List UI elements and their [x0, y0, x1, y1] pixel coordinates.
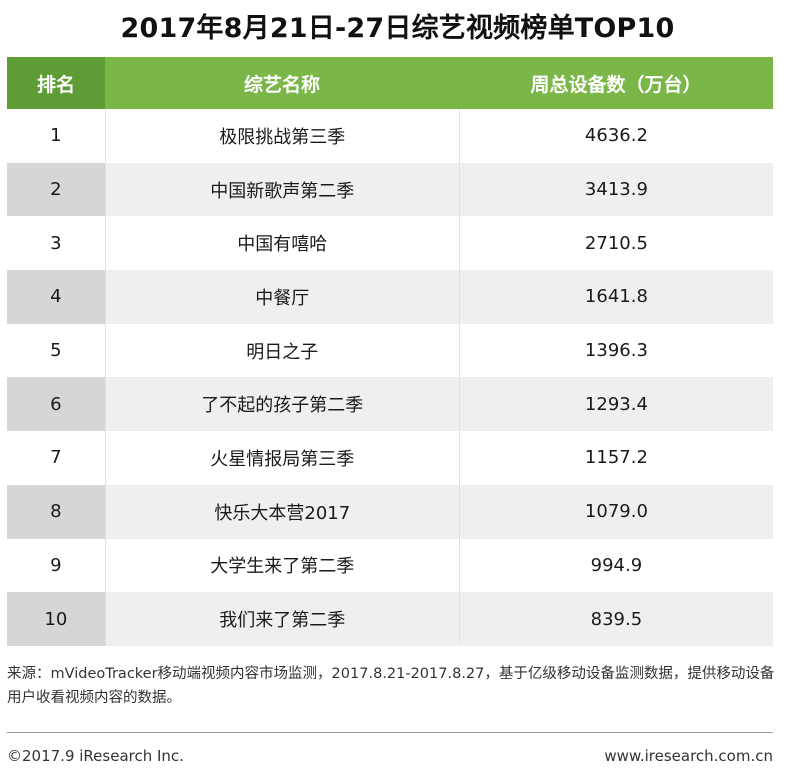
show-name-cell: 了不起的孩子第二季 — [104, 377, 459, 432]
devices-cell: 4636.2 — [458, 109, 774, 163]
devices-cell: 2710.5 — [458, 216, 774, 271]
show-name-cell: 大学生来了第二季 — [104, 538, 459, 593]
table-row: 2 中国新歌声第二季 3413.9 — [7, 162, 774, 217]
header-weekly-devices: 周总设备数（万台） — [530, 73, 702, 96]
table-row: 4 中餐厅 1641.8 — [7, 270, 774, 324]
devices-cell: 1079.0 — [458, 484, 774, 539]
rank-cell: 5 — [7, 323, 105, 378]
header-show-name: 综艺名称 — [243, 73, 320, 96]
table-row: 1 极限挑战第三季 4636.2 — [7, 109, 774, 163]
footer-divider — [7, 732, 773, 733]
ranking-table: 排名 综艺名称 周总设备数（万台） 1 极限挑战第三季 4636.2 2 中国新歌声第二… — [7, 57, 774, 646]
source-note: 来源：mVideoTracker移动端视频内容市场监测，2017.8.21-20… — [7, 666, 775, 706]
table-row: 6 了不起的孩子第二季 1293.4 — [7, 377, 774, 432]
rank-cell: 10 — [7, 592, 105, 646]
table-row: 3 中国有嘻哈 2710.5 — [7, 216, 774, 271]
show-name-cell: 中餐厅 — [104, 270, 459, 324]
show-name-cell: 极限挑战第三季 — [104, 109, 459, 163]
rank-cell: 1 — [7, 109, 105, 163]
show-name-cell: 明日之子 — [104, 323, 459, 378]
copyright-text: ©2017.9 iResearch Inc. — [7, 747, 184, 765]
devices-cell: 839.5 — [458, 592, 774, 646]
devices-cell: 994.9 — [458, 538, 774, 593]
rank-cell: 4 — [7, 270, 105, 324]
devices-cell: 1396.3 — [458, 323, 774, 378]
devices-cell: 1293.4 — [458, 377, 774, 432]
show-name-cell: 快乐大本营2017 — [104, 484, 459, 539]
table-row: 8 快乐大本营2017 1079.0 — [7, 484, 774, 539]
devices-cell: 1157.2 — [458, 431, 774, 485]
table-row: 5 明日之子 1396.3 — [7, 323, 774, 378]
show-name-cell: 中国有嘻哈 — [104, 216, 459, 271]
website-text: www.iresearch.com.cn — [604, 747, 773, 765]
table-row: 9 大学生来了第二季 994.9 — [7, 538, 774, 593]
show-name-cell: 火星情报局第三季 — [104, 431, 459, 485]
devices-cell: 1641.8 — [458, 270, 774, 324]
show-name-cell: 我们来了第二季 — [104, 592, 459, 646]
page-title: 2017年8月21日-27日综艺视频榜单TOP10 — [120, 13, 675, 44]
devices-cell: 3413.9 — [458, 162, 774, 217]
rank-cell: 9 — [7, 538, 105, 593]
table-row: 10 我们来了第二季 839.5 — [7, 592, 774, 646]
table-row: 7 火星情报局第三季 1157.2 — [7, 431, 774, 485]
table-header-row: 排名 综艺名称 周总设备数（万台） — [7, 57, 773, 109]
show-name-cell: 中国新歌声第二季 — [104, 162, 459, 217]
rank-cell: 6 — [7, 377, 105, 432]
header-rank: 排名 — [7, 57, 105, 109]
rank-cell: 7 — [7, 431, 105, 485]
table-body: 1 极限挑战第三季 4636.2 2 中国新歌声第二季 3413.9 3 中国有嘻哈 2710.… — [7, 109, 774, 646]
rank-cell: 3 — [7, 216, 105, 271]
rank-cell: 8 — [7, 484, 105, 539]
rank-cell: 2 — [7, 162, 105, 217]
